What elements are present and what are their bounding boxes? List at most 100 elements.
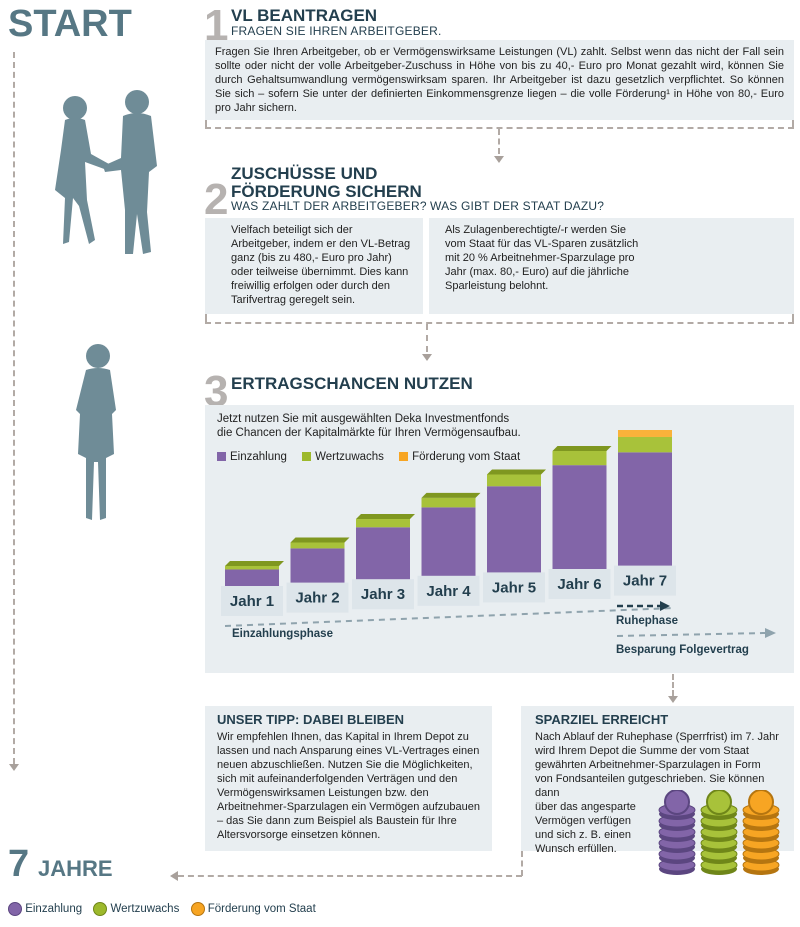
bottom-legend-einzahlung: Einzahlung <box>8 902 85 916</box>
step1-dash-left <box>205 120 207 128</box>
tipp-text: Wir empfehlen Ihnen, das Kapital in Ihre… <box>217 731 480 841</box>
bar-top-3 <box>356 514 415 520</box>
step2-left-subtitle: WAS ZAHLT DER ARBEITGEBER? <box>231 199 427 213</box>
bar-einzahlung-1 <box>225 569 279 586</box>
handshake-silhouette <box>55 90 157 254</box>
bar-einzahlung-7 <box>618 452 672 566</box>
bar-pedestal <box>221 586 283 616</box>
legend-swatch-foerderung <box>399 452 409 461</box>
x-tick-label: Jahr 5 <box>492 579 536 596</box>
step2-right-text: Als Zulagenberechtigte/-r werden Sie vom… <box>445 224 639 292</box>
coin-face <box>748 790 774 815</box>
step1-text: Fragen Sie Ihren Arbeitgeber, ob er Verm… <box>215 46 784 114</box>
bar-wertzuwachs-4 <box>421 497 476 508</box>
start-label: START <box>8 3 132 45</box>
coin-stacks <box>658 790 780 875</box>
bar-wertzuwachs-7 <box>618 436 672 453</box>
bottom-legend-label-foerderung: Förderung vom Staat <box>207 903 316 916</box>
bar-einzahlung-4 <box>421 507 476 576</box>
bottom-legend-foerderung: Förderung vom Staat <box>190 902 316 916</box>
step2-dash-left <box>205 314 207 322</box>
step3-intro-line1: Jetzt nutzen Sie mit ausgewählten Deka I… <box>217 413 510 425</box>
bottom-legend-wertzuwachs: Wertzuwachs <box>93 902 182 916</box>
legend-label-einzahlung: Einzahlung <box>230 451 287 463</box>
end-number: 7 <box>8 843 30 885</box>
bar-pedestal <box>352 579 414 610</box>
coin-face <box>664 790 690 815</box>
bottom-legend: Einzahlung Wertzuwachs Förderung vom Sta… <box>8 902 316 916</box>
bar-pedestal <box>483 572 545 603</box>
step2-dash-right <box>792 314 794 322</box>
legend-swatch-wertzuwachs <box>302 452 312 461</box>
step2-right-box: Als Zulagenberechtigte/-r werden Sie vom… <box>429 218 794 314</box>
legend-label-foerderung: Förderung vom Staat <box>412 451 521 463</box>
einzahlungsphase-line <box>224 607 676 627</box>
step2-dash-bottom <box>205 322 794 324</box>
woman-silhouette <box>76 344 116 520</box>
bar-wertzuwachs-3 <box>356 519 410 528</box>
x-tick-label: Jahr 2 <box>295 590 339 607</box>
coin-face <box>706 790 732 815</box>
eagle-coin-icon <box>190 902 205 916</box>
bar-f-rderung-vom-staat-7 <box>618 430 672 437</box>
step1-box: Fragen Sie Ihren Arbeitgeber, ob er Verm… <box>205 40 794 120</box>
legend-item-wertzuwachs: Wertzuwachs <box>302 451 384 463</box>
bar-pedestal <box>548 569 611 599</box>
bar-top-4 <box>421 492 481 498</box>
folgevertrag-line <box>616 632 766 637</box>
x-tick-label: Jahr 4 <box>426 583 471 600</box>
step1-title: VL BEANTRAGEN <box>231 6 378 25</box>
start-path-line <box>13 52 15 764</box>
bar-top-5 <box>487 469 546 475</box>
sparziel-text-line2: über das angesparte Vermögen verfügen un… <box>535 801 636 855</box>
x-tick-label: Jahr 6 <box>557 576 601 593</box>
legend-item-foerderung: Förderung vom Staat <box>399 451 520 463</box>
step1-subtitle: FRAGEN SIE IHREN ARBEITGEBER. <box>231 24 442 38</box>
step1-connector <box>498 129 500 154</box>
bar-pedestal <box>286 582 349 613</box>
return-path-horizontal <box>178 875 522 877</box>
legend-swatch-einzahlung <box>217 452 226 461</box>
x-tick-label: Jahr 1 <box>230 593 274 610</box>
step2-title-line1: ZUSCHÜSSE UND <box>231 164 378 183</box>
phase-folge-label: Besparung Folgevertrag <box>616 644 749 656</box>
step2-number: 2 <box>204 175 229 224</box>
step2-left-text: Vielfach beteiligt sich der Arbeitgeber,… <box>231 224 411 306</box>
x-tick-label: Jahr 7 <box>623 573 667 590</box>
bar-top-6 <box>552 446 612 451</box>
phase-ruhe-label: Ruhephase <box>616 615 678 627</box>
tipp-title: UNSER TIPP: DABEI BLEIBEN <box>217 712 405 727</box>
chart-coin-icon <box>93 902 108 916</box>
x-tick-label: Jahr 3 <box>361 586 405 603</box>
step2-right-subtitle: WAS GIBT DER STAAT DAZU? <box>430 199 605 213</box>
return-path-vertical <box>521 851 523 876</box>
step2-connector <box>426 324 428 352</box>
bar-wertzuwachs-1 <box>225 565 279 570</box>
tipp-box: UNSER TIPP: DABEI BLEIBEN Wir empfehlen … <box>205 706 492 851</box>
phase-einzahlung-label: Einzahlungsphase <box>232 628 333 640</box>
euro-coin-icon <box>8 902 22 916</box>
step1-dash-right <box>792 120 794 128</box>
step1-arrow-down <box>494 156 504 163</box>
legend-label-wertzuwachs: Wertzuwachs <box>315 451 384 463</box>
step3-title: ERTRAGSCHANCEN NUTZEN <box>231 374 473 393</box>
step2-arrow-down <box>422 354 432 361</box>
bar-pedestal <box>614 565 676 596</box>
bar-einzahlung-5 <box>487 486 541 573</box>
start-path-arrow <box>9 764 19 771</box>
chart-legend: Einzahlung Wertzuwachs Förderung vom Sta… <box>217 451 520 463</box>
step1-dash-bottom <box>205 127 794 129</box>
return-path-arrow <box>170 871 178 881</box>
bar-einzahlung-3 <box>356 527 410 580</box>
savings-bar-chart: Jahr 1 Jahr 2 Jahr 3 Jahr 4 Jahr 5 Jahr 6 Jahr… <box>221 430 776 638</box>
step2-title-line2: FÖRDERUNG SICHERN <box>231 182 422 201</box>
bar-top-1 <box>225 560 284 566</box>
bar-wertzuwachs-5 <box>487 474 541 487</box>
step3-connector <box>672 674 674 696</box>
bar-top-2 <box>290 537 350 543</box>
legend-item-einzahlung: Einzahlung <box>217 451 287 463</box>
bottom-legend-label-einzahlung: Einzahlung <box>25 903 83 916</box>
sparziel-title: SPARZIEL ERREICHT <box>535 712 669 727</box>
end-label: JAHRE <box>38 856 113 881</box>
bar-wertzuwachs-2 <box>290 542 345 549</box>
